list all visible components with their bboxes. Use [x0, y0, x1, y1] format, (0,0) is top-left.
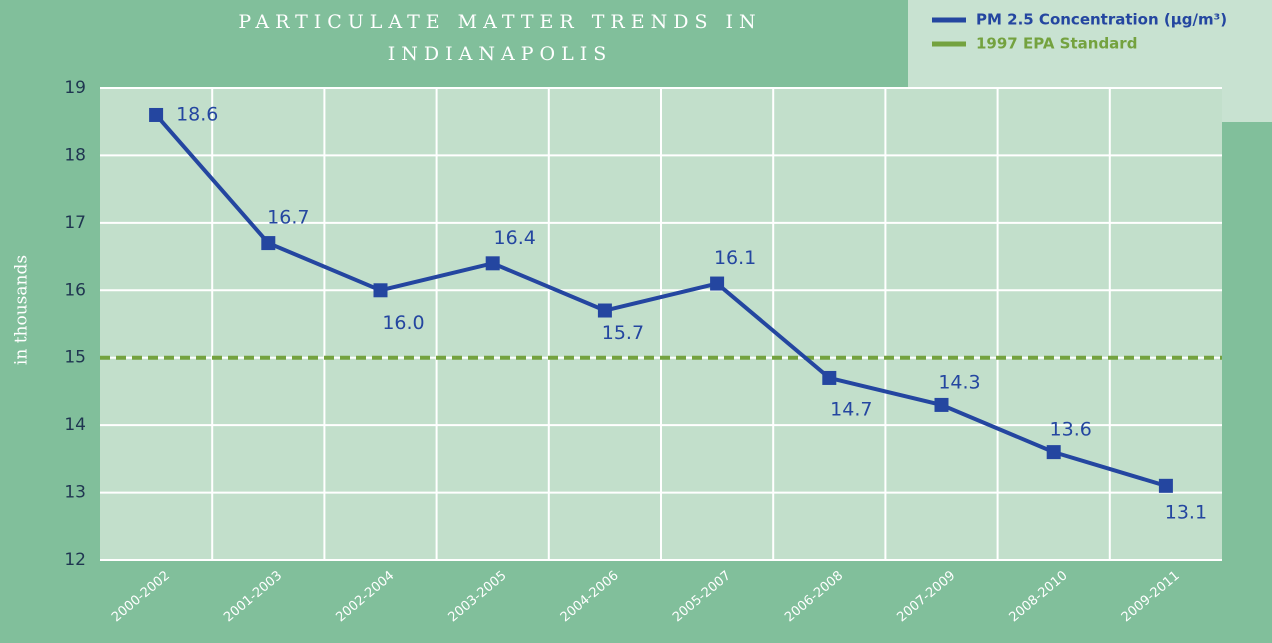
x-tick-label: 2001-2003: [221, 568, 285, 625]
y-tick-label: 14: [64, 415, 86, 435]
y-tick-label: 12: [64, 550, 86, 570]
y-tick-label: 17: [64, 213, 86, 233]
y-tick-label: 16: [64, 280, 86, 300]
x-tick-label: 2004-2006: [558, 568, 622, 625]
y-tick-label: 19: [64, 78, 86, 98]
y-tick-label: 13: [64, 483, 86, 503]
data-label: 14.3: [938, 371, 980, 393]
x-tick-label: 2006-2008: [782, 568, 846, 625]
y-axis-label: in thousands: [12, 255, 32, 365]
x-tick-label: 2009-2011: [1119, 568, 1183, 625]
point-marker: [373, 283, 388, 298]
series-line: [154, 113, 1167, 488]
data-label: 16.1: [714, 247, 756, 269]
point-marker: [934, 397, 949, 412]
legend-label: PM 2.5 Concentration (µg/m³): [976, 11, 1227, 29]
data-label: 18.6: [176, 103, 218, 125]
data-label: 16.7: [267, 207, 309, 229]
point-marker: [710, 276, 725, 291]
point-marker: [1158, 478, 1173, 493]
point-marker: [822, 370, 837, 385]
x-tick-label: 2008-2010: [1007, 568, 1071, 625]
y-tick-label: 18: [64, 145, 86, 165]
x-tick-label: 2007-2009: [894, 568, 958, 625]
legend-label: 1997 EPA Standard: [976, 35, 1137, 53]
point-marker: [261, 236, 276, 251]
y-tick-label: 15: [64, 348, 86, 368]
data-label: 16.4: [494, 227, 536, 249]
point-marker: [149, 107, 164, 122]
data-label: 16.0: [382, 312, 424, 334]
point-marker: [1046, 445, 1061, 460]
x-tick-label: 2003-2005: [446, 568, 510, 625]
x-tick-label: 2005-2007: [670, 568, 734, 625]
chart-title: PARTICULATE MATTER TRENDS IN INDIANAPOLI…: [238, 11, 762, 65]
x-tick-label: 2000-2002: [109, 568, 173, 625]
point-marker: [485, 256, 500, 271]
data-label: 13.1: [1165, 501, 1207, 523]
data-label: 13.6: [1050, 419, 1092, 441]
data-label: 15.7: [602, 322, 644, 344]
point-marker: [597, 303, 612, 318]
data-label: 14.7: [830, 398, 872, 420]
x-tick-label: 2002-2004: [333, 568, 397, 625]
